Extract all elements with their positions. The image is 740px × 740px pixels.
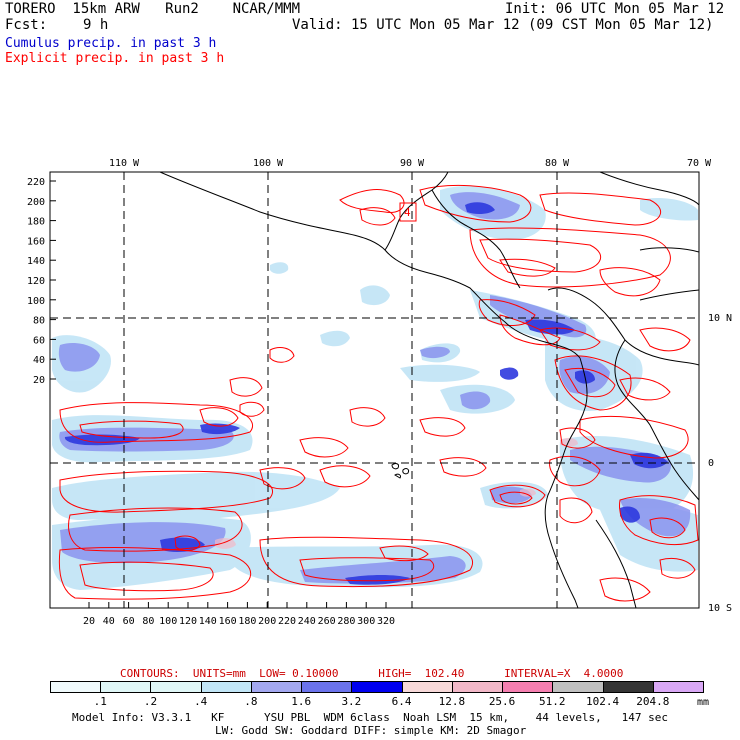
lat-label: 10 S — [708, 603, 732, 614]
colorbar-cell — [451, 681, 504, 693]
lon-label: 110 W — [109, 158, 140, 169]
x-tick-label: 280 — [337, 616, 355, 627]
colorbar-label: 3.2 — [341, 695, 362, 708]
lon-label: 90 W — [400, 158, 425, 169]
domain-box-label: 4 — [404, 206, 411, 219]
colorbar-cell — [552, 681, 604, 693]
x-tick-label: 40 — [103, 616, 115, 627]
contours-info: CONTOURS: UNITS=mm LOW= 0.10000 HIGH= 10… — [120, 667, 624, 680]
latitude-labels: 10 N 0 10 S — [708, 313, 732, 614]
map-frame — [49, 171, 700, 609]
colorbar-label: 12.8 — [438, 695, 466, 708]
x-tick-label: 60 — [123, 616, 135, 627]
colorbar-cell — [150, 681, 202, 693]
grid-y-labels: 220 200 180 160 140 120 100 80 60 40 20 — [27, 177, 45, 386]
coastlines — [159, 172, 699, 608]
x-tick-label: 240 — [298, 616, 316, 627]
colorbar-cell — [250, 681, 303, 693]
colorbar-label: .1 — [93, 695, 107, 708]
x-tick-label: 140 — [199, 616, 217, 627]
lon-label: 80 W — [545, 158, 570, 169]
y-tick-label: 140 — [27, 256, 45, 267]
y-tick-label: 40 — [33, 355, 45, 366]
explicit-precip-contours — [58, 184, 699, 602]
colorbar-unit: mm — [697, 697, 710, 708]
x-tick-label: 100 — [159, 616, 177, 627]
precip-layer — [50, 172, 699, 608]
colorbar-label: .4 — [194, 695, 208, 708]
domain-box — [399, 202, 417, 222]
init-time: Init: 06 UTC Mon 05 Mar 12 — [505, 1, 725, 17]
y-tick-label: 180 — [27, 217, 45, 228]
lat-label: 0 — [708, 458, 714, 469]
colorbar-cell — [50, 681, 102, 693]
y-tick-label: 200 — [27, 197, 45, 208]
colorbar-cell — [502, 681, 554, 693]
lon-label: 100 W — [253, 158, 284, 169]
x-tick-label: 200 — [258, 616, 276, 627]
longitude-labels: 110 W 100 W 90 W 80 W 70 W — [109, 158, 712, 169]
colorbar-cell — [100, 681, 152, 693]
colorbar-cell — [351, 681, 403, 693]
axis-ticks — [50, 180, 387, 608]
colorbar-cell — [301, 681, 353, 693]
grid-x-labels: 20 40 60 80 100 120 140 160 180 200 220 240 260 280 30… — [83, 616, 395, 627]
explicit-precip-title: Explicit precip. in past 3 h — [5, 51, 225, 66]
x-tick-label: 80 — [142, 616, 154, 627]
model-title: TORERO 15km ARW Run2 NCAR/MMM — [5, 1, 301, 17]
colorbar-cell — [401, 681, 453, 693]
y-tick-label: 20 — [33, 375, 45, 386]
pink-precip-shading — [215, 437, 578, 549]
colorbar-label: 1.6 — [291, 695, 312, 708]
x-tick-label: 160 — [219, 616, 237, 627]
y-tick-label: 220 — [27, 177, 45, 188]
forecast-label: Fcst: — [5, 17, 48, 33]
x-tick-label: 120 — [179, 616, 197, 627]
colorbar-label: .8 — [244, 695, 258, 708]
x-tick-label: 220 — [278, 616, 296, 627]
forecast-hour: 9 h — [83, 17, 109, 33]
colorbar-label: .2 — [143, 695, 158, 708]
y-tick-label: 120 — [27, 276, 45, 287]
colorbar-cell — [200, 681, 252, 693]
cumulus-precip-title: Cumulus precip. in past 3 h — [5, 36, 217, 51]
colorbar-label: 25.6 — [488, 695, 516, 708]
y-tick-label: 160 — [27, 236, 45, 247]
colorbar-cell — [602, 681, 654, 693]
colorbar-label: 6.4 — [391, 695, 412, 708]
x-tick-label: 260 — [318, 616, 336, 627]
y-tick-label: 100 — [27, 296, 45, 307]
x-tick-label: 300 — [357, 616, 375, 627]
colorbar-label: 51.2 — [539, 695, 566, 708]
model-info: Model Info: V3.3.1 KF YSU PBL WDM 6class… — [72, 711, 669, 724]
lon-label: 70 W — [687, 158, 712, 169]
y-tick-label: 60 — [33, 335, 45, 346]
lat-lon-grid — [50, 172, 699, 608]
colorbar-label: 204.8 — [636, 695, 670, 708]
x-tick-label: 20 — [83, 616, 95, 627]
lat-label: 10 N — [708, 313, 732, 324]
physics-info: LW: Godd SW: Goddard DIFF: simple KM: 2D… — [215, 724, 527, 737]
colorbar-cell — [652, 681, 704, 693]
y-tick-label: 80 — [33, 316, 45, 327]
x-tick-label: 320 — [377, 616, 395, 627]
valid-time: Valid: 15 UTC Mon 05 Mar 12 (09 CST Mon … — [292, 17, 714, 33]
x-tick-label: 180 — [238, 616, 256, 627]
colorbar-label: 102.4 — [585, 695, 620, 708]
